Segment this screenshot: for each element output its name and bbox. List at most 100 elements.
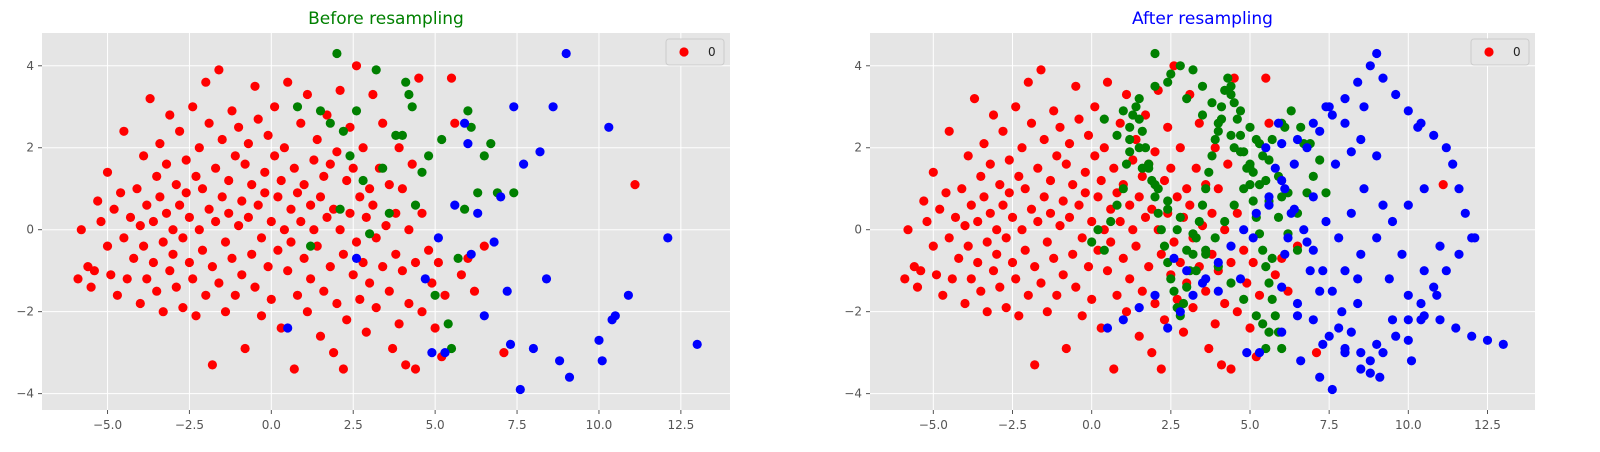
scatter-point [1441, 266, 1451, 276]
scatter-point [973, 216, 983, 227]
scatter-point [217, 192, 227, 202]
scatter-point [371, 65, 381, 75]
scatter-point [204, 118, 214, 128]
scatter-point [1346, 208, 1356, 218]
scatter-point [988, 110, 999, 120]
scatter-point [1330, 159, 1341, 169]
scatter-point [1232, 114, 1242, 124]
scatter-point [1188, 65, 1198, 75]
scatter-point [1321, 216, 1331, 227]
scatter-point [1077, 233, 1087, 243]
scatter-point [404, 225, 414, 235]
scatter-point [1210, 319, 1220, 329]
scatter-point [1286, 106, 1296, 116]
scatter-point [479, 241, 489, 251]
scatter-point [505, 339, 516, 349]
scatter-point [597, 356, 607, 366]
legend-marker [1484, 47, 1494, 57]
legend-label: 0 [708, 45, 716, 59]
scatter-point [1017, 225, 1027, 235]
scatter-point [335, 225, 345, 235]
scatter-point [1207, 208, 1217, 218]
scatter-point [148, 216, 158, 227]
scatter-point [931, 270, 942, 280]
scatter-point [1289, 204, 1299, 214]
scatter-point [1321, 188, 1331, 198]
scatter-point [266, 294, 276, 304]
scatter-point [1201, 249, 1211, 259]
scatter-point [1226, 257, 1236, 268]
legend: 0 [1470, 38, 1530, 66]
scatter-point [1036, 65, 1046, 75]
scatter-point [1451, 323, 1461, 333]
scatter-point [384, 208, 394, 218]
scatter-point [1007, 257, 1018, 268]
scatter-point [1014, 171, 1024, 181]
scatter-point [332, 48, 342, 59]
scatter-point [315, 106, 326, 116]
scatter-point [1292, 134, 1303, 145]
scatter-point [1229, 73, 1239, 83]
scatter-point [253, 114, 263, 124]
x-tick-label: −2.5 [175, 418, 204, 432]
scatter-point [1068, 249, 1078, 259]
scatter-point [453, 253, 463, 263]
scatter-point [954, 253, 964, 263]
scatter-point [384, 286, 394, 296]
scatter-point [348, 270, 358, 280]
scatter-point [1498, 339, 1508, 349]
chart-title: After resampling [1132, 9, 1273, 29]
scatter-point [1365, 368, 1375, 378]
scatter-point [1277, 343, 1287, 354]
scatter-point [460, 204, 470, 214]
scatter-point [548, 102, 558, 112]
scatter-point [919, 196, 929, 206]
scatter-point [93, 196, 103, 206]
scatter-point [139, 151, 149, 161]
scatter-point [1061, 343, 1071, 354]
scatter-point [306, 200, 316, 210]
scatter-point [1340, 94, 1350, 104]
scatter-point [1308, 118, 1318, 128]
scatter-point [1150, 192, 1160, 202]
scatter-point [982, 237, 992, 247]
scatter-point [1118, 253, 1128, 263]
scatter-point [240, 159, 250, 169]
scatter-point [1125, 122, 1135, 132]
scatter-point [89, 266, 99, 276]
scatter-point [175, 126, 185, 136]
scatter-point [1058, 196, 1068, 206]
scatter-point [1156, 225, 1166, 235]
scatter-point [519, 159, 529, 169]
scatter-point [139, 241, 149, 251]
scatter-point [1397, 249, 1407, 259]
scatter-point [325, 262, 335, 272]
scatter-point [966, 274, 976, 284]
scatter-point [414, 73, 424, 83]
scatter-point [1239, 245, 1249, 255]
scatter-point [296, 216, 306, 227]
scatter-point [1235, 130, 1246, 140]
scatter-point [496, 192, 506, 202]
scatter-point [963, 241, 973, 251]
scatter-point [1134, 303, 1144, 313]
scatter-point [1026, 118, 1037, 128]
scatter-point [1264, 118, 1274, 128]
scatter-point [1071, 81, 1081, 91]
y-tick-label: −2 [16, 305, 34, 319]
scatter-point [1011, 274, 1021, 284]
scatter-point [1204, 343, 1214, 354]
scatter-point [1118, 184, 1128, 194]
x-tick-label: 12.5 [667, 418, 694, 432]
scatter-point [391, 249, 401, 259]
scatter-point [1134, 143, 1144, 153]
scatter-point [1216, 360, 1227, 370]
scatter-point [286, 237, 296, 247]
series-1 [73, 61, 640, 374]
x-tick-label: 5.0 [426, 418, 445, 432]
scatter-point [1007, 212, 1018, 222]
scatter-point [1194, 216, 1204, 227]
scatter-point [960, 298, 970, 309]
y-tick-label: −2 [844, 305, 862, 319]
scatter-point [424, 245, 434, 255]
